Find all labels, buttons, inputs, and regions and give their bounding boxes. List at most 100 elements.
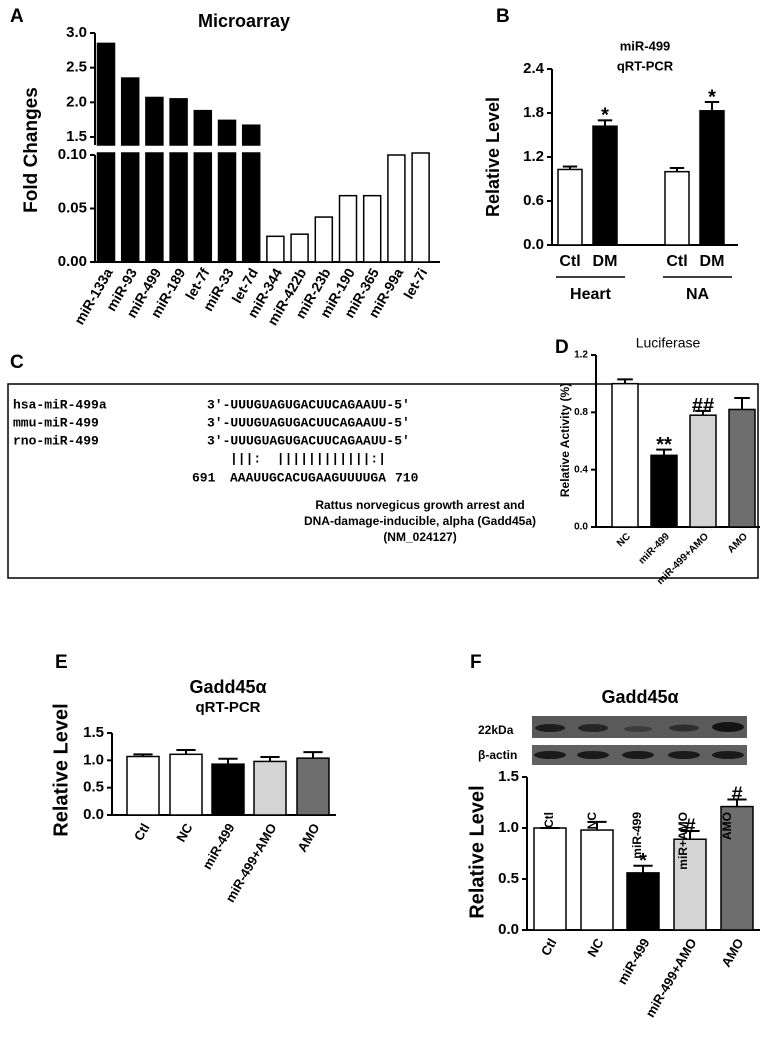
bar-lower — [96, 152, 116, 263]
panel-label: F — [470, 652, 482, 673]
x-tick-label: Ctl — [131, 821, 153, 844]
bar-lower — [169, 152, 188, 263]
bar — [314, 216, 334, 263]
bar — [626, 872, 660, 931]
bar-lower — [145, 152, 164, 263]
y-tick-label: 1.0 — [83, 751, 104, 768]
panel-label: A — [10, 6, 24, 27]
x-tick-label: AMO — [718, 936, 746, 970]
x-tick-label: Ctl — [559, 253, 580, 270]
y-tick-label: 0.00 — [58, 253, 87, 270]
chart-subtitle: qRT-PCR — [617, 58, 674, 73]
bar — [611, 382, 639, 528]
bar — [362, 194, 382, 263]
bar — [120, 77, 140, 146]
x-tick-label: DM — [593, 253, 618, 270]
chart-title: miR-499 — [620, 38, 671, 53]
bar — [290, 233, 309, 263]
lane-label: AMO — [720, 812, 734, 840]
chart-subtitle: qRT-PCR — [196, 699, 261, 716]
x-tick-label: DM — [700, 253, 725, 270]
y-tick-label: 1.0 — [498, 819, 519, 836]
significance: # — [684, 815, 695, 837]
y-tick-label: 1.2 — [523, 148, 544, 165]
caption: Rattus norvegicus growth arrest and — [315, 498, 524, 512]
bar — [145, 96, 164, 146]
lane-label: miR-499 — [630, 812, 644, 859]
y-axis-label: Relative Level — [50, 703, 72, 836]
lane-label: miR+AMO — [676, 812, 690, 870]
group-label: Heart — [570, 286, 612, 303]
bar — [266, 235, 285, 263]
band-label: 22kDa — [478, 723, 514, 737]
x-tick-label: Ctl — [538, 936, 560, 959]
y-tick-label: 0.8 — [574, 407, 588, 418]
bar-lower — [241, 152, 261, 263]
caption: DNA-damage-inducible, alpha (Gadd45a) — [304, 514, 536, 528]
alignment-box — [7, 383, 759, 579]
mirna-name: mmu-miR-499 — [13, 415, 99, 430]
bar — [664, 170, 690, 246]
chart-title: Microarray — [198, 11, 290, 31]
bar — [580, 829, 614, 931]
bar-lower — [411, 152, 430, 263]
caption: (NM_024127) — [383, 530, 456, 544]
significance: ## — [692, 395, 714, 417]
bar — [728, 408, 756, 528]
y-tick-label: 1.8 — [523, 104, 544, 121]
mirna-name: rno-miR-499 — [13, 433, 99, 448]
bar — [689, 414, 717, 528]
bar — [699, 110, 725, 246]
x-tick-label: miR-499+AMO — [642, 936, 699, 1020]
bar — [673, 838, 707, 931]
y-tick-label: 0.0 — [523, 236, 544, 253]
x-tick-label: AMO — [726, 531, 750, 555]
chart-title: Luciferase — [636, 335, 701, 351]
y-tick-label: 2.4 — [523, 60, 545, 77]
significance: * — [639, 850, 647, 872]
x-tick-label: miR-499 — [614, 936, 652, 987]
western-blot — [532, 716, 747, 765]
bar — [169, 753, 203, 816]
y-tick-label: 1.2 — [574, 350, 588, 361]
bar — [241, 124, 261, 146]
y-tick-label: 0.5 — [83, 779, 104, 796]
mirna-sequence: 3'-UUUGUAGUGACUUCAGAAUU-5' — [207, 415, 410, 430]
band-label: β-actin — [478, 748, 517, 762]
chart-title: Gadd45α — [601, 687, 678, 707]
y-axis-label: Relative Level — [483, 97, 503, 217]
y-tick-label: 0.05 — [58, 199, 87, 216]
panel-label: E — [55, 652, 68, 673]
significance: ** — [656, 434, 672, 456]
pairing: |||: ||||||||||||:| — [230, 451, 386, 466]
bar — [253, 760, 287, 816]
panel-label: D — [555, 337, 569, 358]
chart-title: Gadd45α — [189, 677, 266, 697]
y-tick-label: 1.5 — [498, 768, 519, 785]
mirna-sequence: 3'-UUUGUAGUGACUUCAGAAUU-5' — [207, 397, 410, 412]
x-tick-label: miR-499 — [199, 821, 237, 872]
bar-lower — [217, 152, 237, 263]
y-tick-label: 1.5 — [66, 128, 87, 145]
bar — [96, 42, 116, 146]
y-tick-label: 2.0 — [66, 93, 87, 110]
y-tick-label: 0.5 — [498, 870, 519, 887]
bar-lower — [120, 152, 140, 263]
bar — [387, 154, 406, 263]
bar — [169, 98, 188, 146]
significance: # — [731, 784, 742, 806]
y-axis-label: Fold Changes — [21, 87, 42, 213]
target-start: 691 — [192, 470, 216, 485]
mirna-sequence: 3'-UUUGUAGUGACUUCAGAAUU-5' — [207, 433, 410, 448]
y-tick-label: 0.4 — [574, 464, 588, 475]
y-tick-label: 0.0 — [574, 522, 588, 533]
x-tick-label: miR-499 — [637, 531, 673, 567]
lane-label: NC — [585, 812, 599, 830]
bar — [557, 168, 583, 246]
bar — [296, 757, 330, 816]
target-sequence: AAAUUGCACUGAAGUUUUGA — [230, 470, 386, 485]
target-end: 710 — [395, 470, 419, 485]
lane-label: Ctl — [542, 812, 556, 828]
